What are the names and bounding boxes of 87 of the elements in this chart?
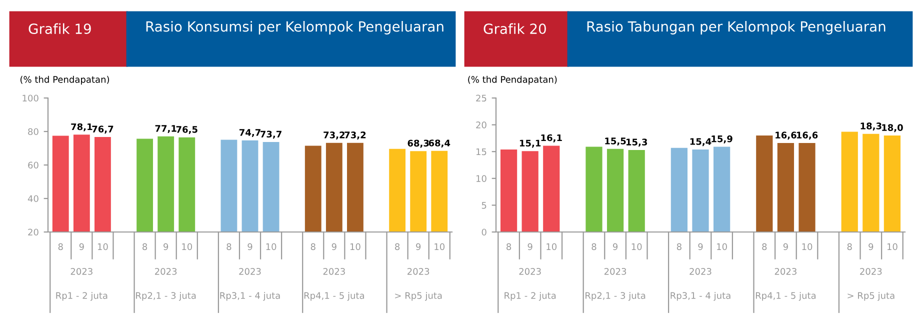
data-label: 73,7	[260, 130, 282, 139]
data-label: 15,9	[712, 135, 732, 144]
y-tick-label: 10	[476, 175, 486, 182]
text: Rp1 - 2 juta	[56, 292, 108, 301]
x-tick-label: 10	[802, 243, 812, 250]
x-tick-label: 10	[546, 243, 557, 250]
x-tick-label: 9	[332, 243, 336, 250]
data-label: 76,7	[92, 126, 114, 134]
text: 2023	[860, 268, 882, 275]
data-label: 16,6	[776, 132, 796, 140]
text: Rp2,1 - 3 juta	[586, 292, 646, 301]
data-label: 68,3	[408, 140, 429, 148]
text: Rp2,1 - 3 juta	[136, 292, 196, 301]
y-axis-title: (% thd Pendapatan)	[468, 76, 557, 85]
x-tick-label: 9	[248, 243, 252, 250]
x-tick-label: 8	[592, 243, 596, 250]
chart-title: Grafik 20	[484, 23, 546, 34]
chart-title: Grafik 19	[28, 23, 91, 34]
x-tick-label: 9	[868, 243, 874, 250]
text: 2023	[155, 268, 177, 275]
data-label: 68,4	[428, 140, 450, 148]
x-tick-label: 8	[847, 243, 852, 250]
y-tick-label: 20	[28, 228, 38, 236]
text: Rp3,1 - 4 juta	[670, 292, 730, 301]
x-tick-label: 8	[226, 243, 232, 250]
data-label: 15,5	[605, 138, 626, 146]
data-label: 78,1	[71, 123, 92, 132]
x-tick-label: 10	[266, 243, 276, 250]
x-tick-label: 9	[612, 243, 618, 250]
text: 2023	[323, 268, 345, 275]
x-tick-label: 9	[164, 243, 168, 250]
y-tick-label: 80	[28, 128, 38, 136]
y-tick-label: 15	[476, 148, 486, 156]
x-tick-label: 9	[416, 243, 421, 250]
y-tick-label: 25	[476, 94, 486, 102]
data-label: 73,2	[344, 132, 366, 140]
data-label: 15,4	[690, 138, 712, 146]
text: Rp3,1 - 4 juta	[220, 292, 280, 301]
text: 2023	[604, 268, 626, 275]
text: 2023	[70, 268, 92, 275]
data-label: 76,5	[176, 126, 198, 134]
y-tick-label: 100	[22, 94, 38, 102]
text: 2023	[690, 268, 712, 275]
x-tick-label: 8	[395, 243, 400, 250]
chart-subtitle: Rasio Konsumsi per Kelompok Pengeluaran	[146, 21, 444, 34]
data-label: 73,2	[324, 132, 345, 140]
data-label: 16,6	[796, 132, 818, 140]
data-label: 18,3	[860, 122, 882, 131]
y-tick-label: 0	[482, 228, 486, 236]
text: Rp1 - 2 juta	[504, 292, 556, 301]
text: 2023	[774, 268, 796, 275]
y-tick-label: 60	[28, 162, 38, 169]
data-label: 18,0	[882, 124, 903, 132]
chart-subtitle: Rasio Tabungan per Kelompok Pengeluaran	[587, 21, 886, 34]
x-tick-label: 9	[528, 243, 532, 250]
x-tick-label: 10	[350, 243, 360, 250]
text: Rp4,1 - 5 juta	[756, 292, 816, 301]
x-tick-label: 10	[632, 243, 642, 250]
y-tick-label: 20	[476, 122, 486, 128]
data-label: 15,1	[520, 140, 541, 148]
y-axis-title: (% thd Pendapatan)	[20, 76, 110, 85]
text: Rp4,1 - 5 juta	[304, 292, 364, 301]
data-label: 15,3	[626, 138, 648, 147]
x-tick-label: 8	[506, 243, 512, 250]
x-tick-label: 9	[79, 243, 84, 250]
text: 2023	[239, 268, 261, 275]
x-tick-label: 10	[717, 243, 727, 250]
x-tick-label: 10	[182, 243, 192, 250]
x-tick-label: 10	[98, 243, 108, 250]
y-tick-label: 5	[482, 202, 486, 209]
x-tick-label: 10	[887, 243, 898, 250]
x-tick-label: 9	[783, 243, 788, 250]
x-tick-label: 8	[310, 243, 316, 250]
data-label: 74,7	[239, 129, 260, 138]
data-label: 77,1	[155, 125, 176, 133]
x-tick-label: 8	[676, 243, 682, 250]
x-tick-label: 8	[762, 243, 767, 250]
x-tick-label: 8	[142, 243, 148, 250]
text: > Rp5 juta	[395, 292, 442, 301]
x-tick-label: 8	[58, 243, 63, 250]
text: > Rp5 juta	[848, 292, 894, 301]
x-tick-label: 10	[434, 243, 445, 250]
y-tick-label: 40	[28, 195, 38, 202]
text: 2023	[519, 268, 541, 275]
data-label: 16,1	[541, 134, 562, 142]
x-tick-label: 9	[698, 243, 703, 250]
text: 2023	[408, 268, 430, 275]
